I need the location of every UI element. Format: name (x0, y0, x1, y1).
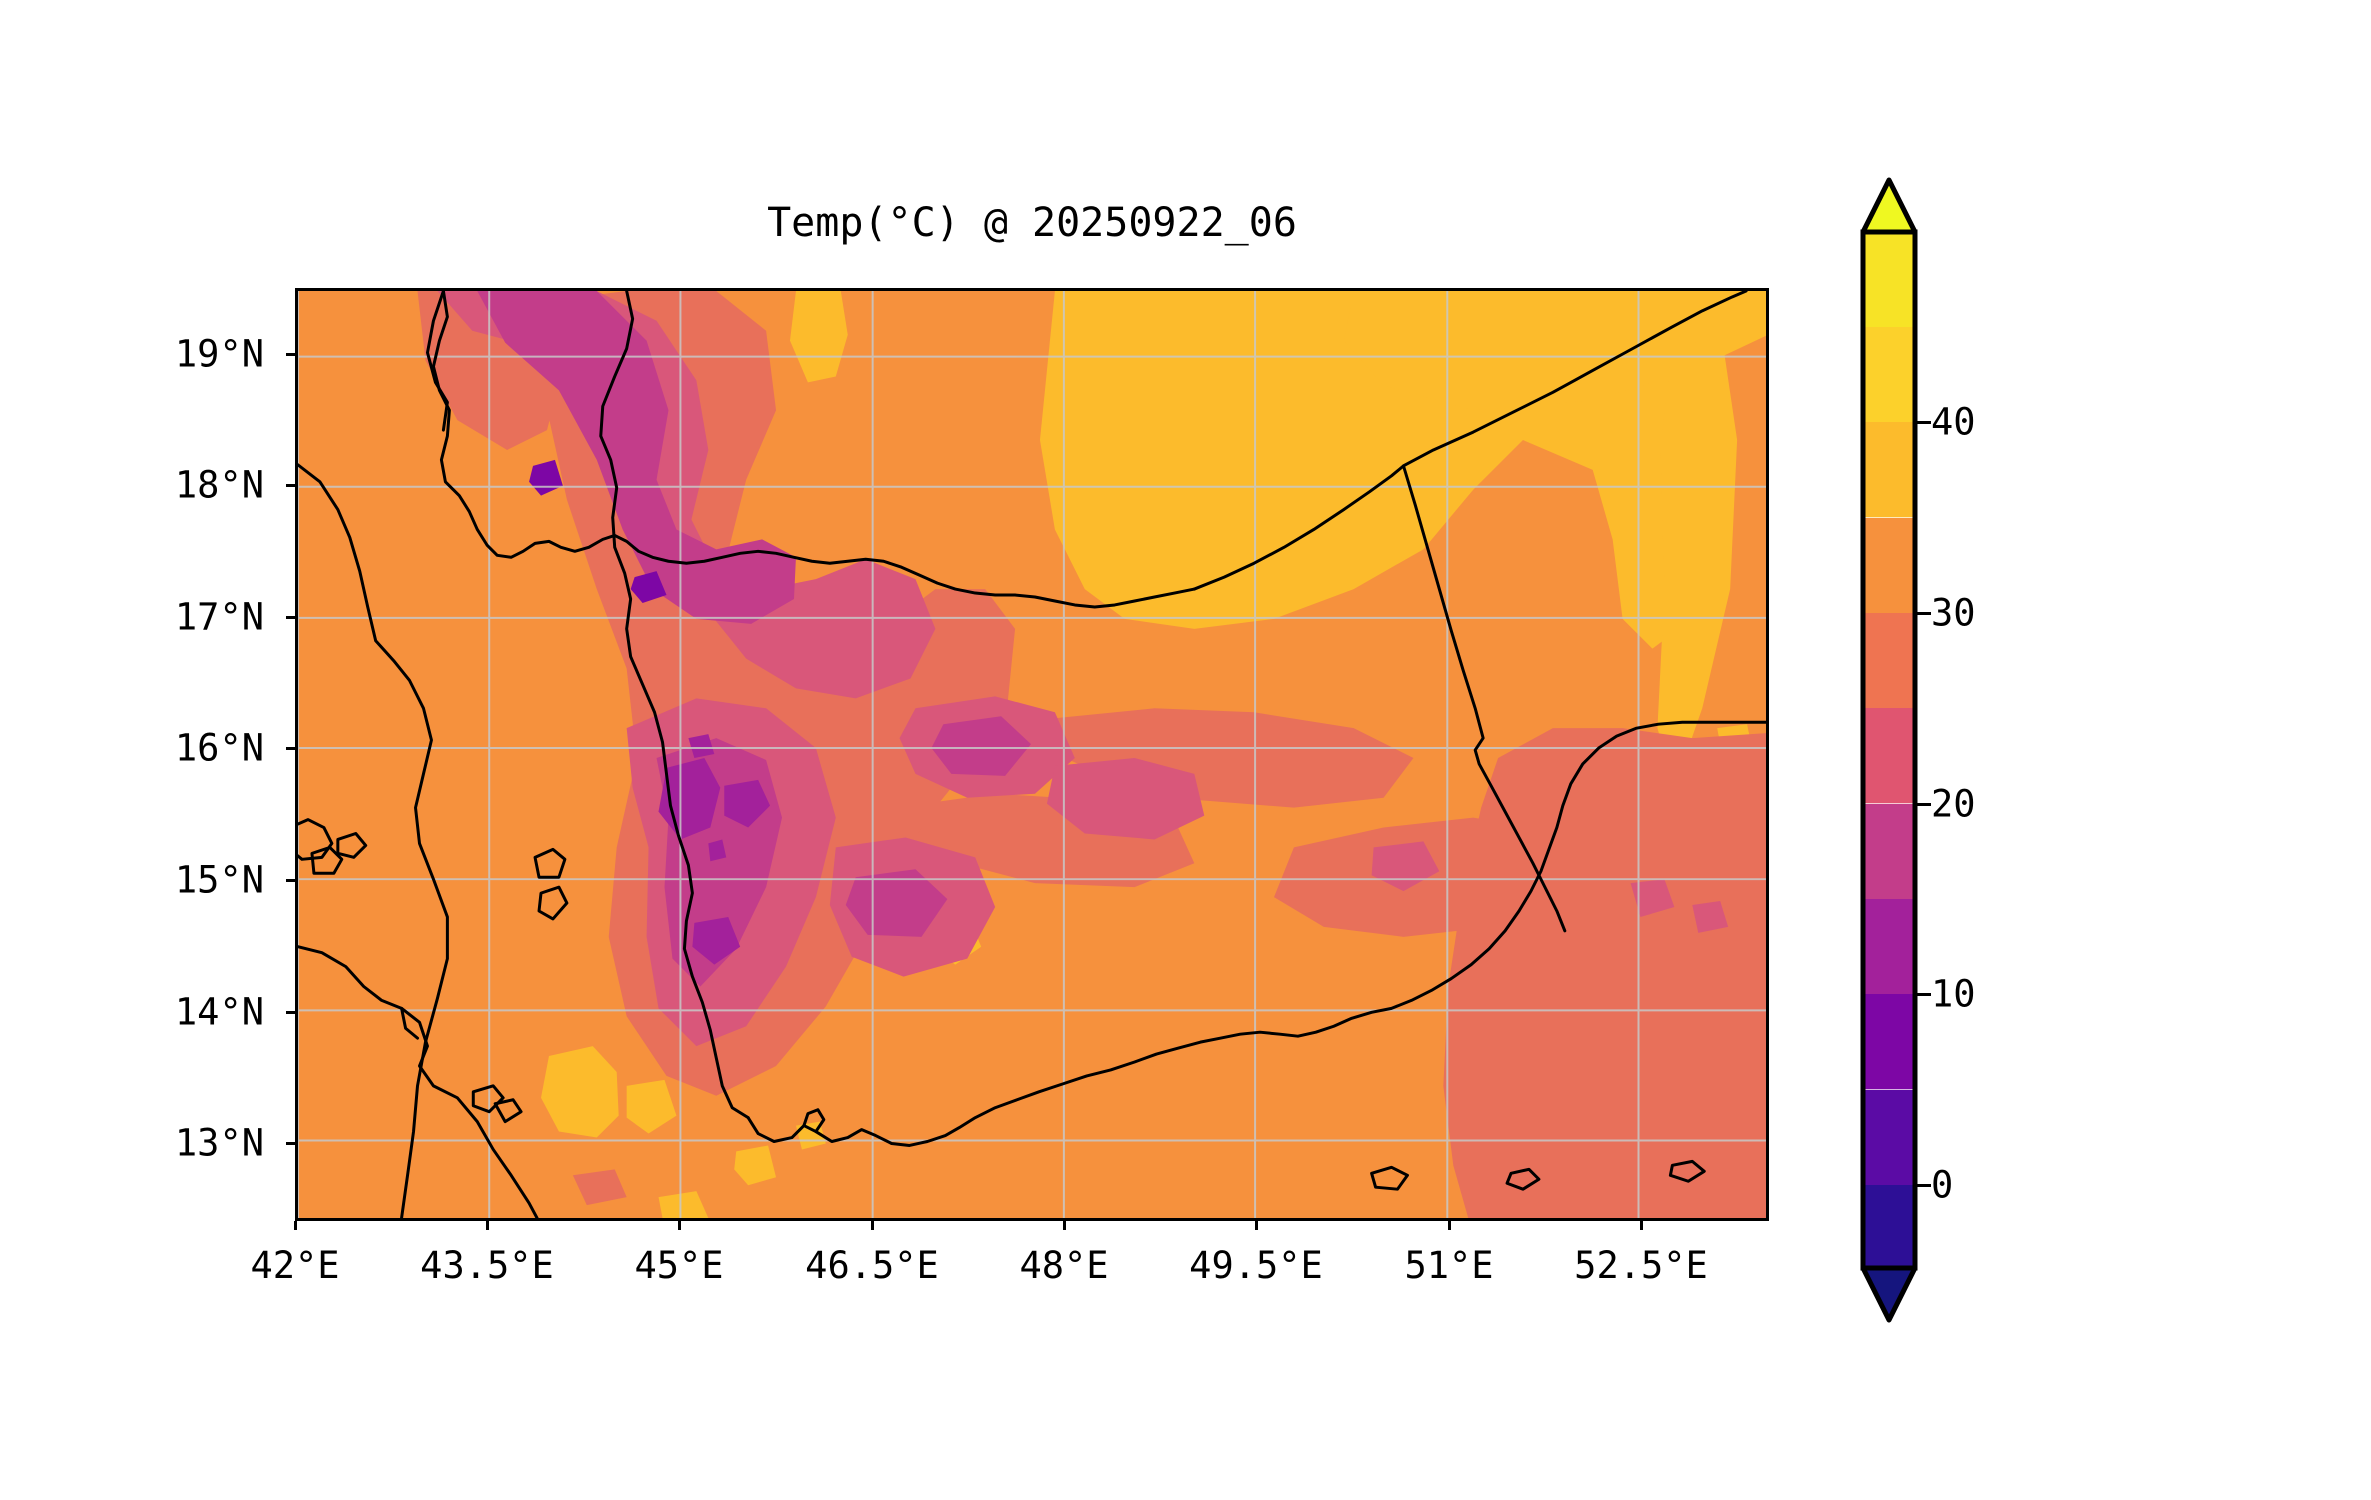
ytick-mark (286, 484, 295, 487)
colorbar-tick-mark (1915, 421, 1931, 424)
xtick-label-2: 45°E (634, 1244, 724, 1287)
colorbar-tick-label-20: 20 (1931, 782, 1976, 826)
ytick-label-4: 17°N (174, 595, 264, 639)
ytick-mark (286, 1142, 295, 1145)
ytick-label-0: 13°N (174, 1121, 264, 1165)
xtick-label-4: 48°E (1019, 1244, 1109, 1287)
xtick-mark (1255, 1221, 1258, 1230)
colorbar-bands (1863, 232, 1915, 1268)
ytick-mark (286, 1011, 295, 1014)
xtick-label-3: 46.5°E (805, 1244, 939, 1287)
xtick-mark (1063, 1221, 1066, 1230)
colorbar-tick-label-40: 40 (1931, 400, 1976, 444)
colorbar-tick-label-10: 10 (1931, 972, 1976, 1016)
xtick-label-7: 52.5°E (1574, 1244, 1708, 1287)
colorbar-tick-label-0: 0 (1931, 1163, 1954, 1207)
colorbar-extend-bottom (1860, 1265, 1918, 1323)
title-line-1: Temp(°C) @ 20250922_06 (767, 200, 1297, 247)
xtick-label-0: 42°E (250, 1244, 340, 1287)
xtick-label-5: 49.5°E (1189, 1244, 1323, 1287)
colorbar-tick-mark (1915, 612, 1931, 615)
colorbar-tick-mark (1915, 1184, 1931, 1187)
ytick-label-5: 18°N (174, 463, 264, 507)
xtick-mark (871, 1221, 874, 1230)
ytick-label-3: 16°N (174, 726, 264, 770)
colorbar-extend-top (1860, 177, 1918, 235)
map-axes (295, 288, 1769, 1221)
ytick-mark (286, 879, 295, 882)
temperature-contour-map (298, 291, 1766, 1218)
ytick-label-2: 15°N (174, 858, 264, 902)
xtick-mark (294, 1221, 297, 1230)
colorbar-gradient (1860, 177, 1918, 1323)
ytick-label-1: 14°N (174, 990, 264, 1034)
ytick-mark (286, 747, 295, 750)
colorbar-tick-mark (1915, 803, 1931, 806)
ytick-mark (286, 353, 295, 356)
xtick-mark (678, 1221, 681, 1230)
ytick-label-6: 19°N (174, 332, 264, 376)
xtick-mark (1640, 1221, 1643, 1230)
colorbar-tick-mark (1915, 993, 1931, 996)
xtick-mark (1448, 1221, 1451, 1230)
xtick-label-6: 51°E (1404, 1244, 1494, 1287)
map-clip (298, 291, 1766, 1218)
xtick-mark (486, 1221, 489, 1230)
colorbar-tick-label-30: 30 (1931, 591, 1976, 635)
colorbar: 40 30 20 10 0 (1860, 177, 1976, 1323)
xtick-label-1: 43.5°E (420, 1244, 554, 1287)
ytick-mark (286, 616, 295, 619)
